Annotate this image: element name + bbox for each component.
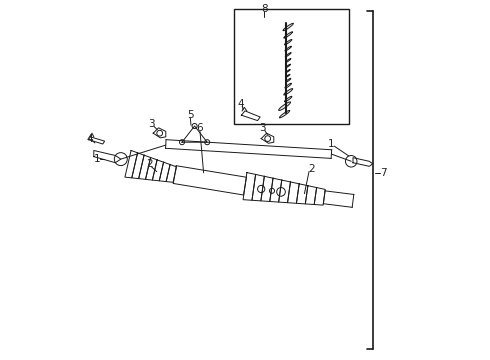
Text: 4: 4 bbox=[86, 134, 93, 144]
Ellipse shape bbox=[286, 64, 291, 68]
Text: 3: 3 bbox=[259, 123, 266, 133]
Ellipse shape bbox=[285, 46, 292, 51]
Text: 2: 2 bbox=[308, 164, 315, 174]
Ellipse shape bbox=[286, 59, 291, 62]
Ellipse shape bbox=[285, 83, 292, 88]
Text: 1: 1 bbox=[328, 139, 335, 149]
Ellipse shape bbox=[284, 32, 293, 38]
Text: 3: 3 bbox=[148, 119, 155, 129]
Bar bbox=[234, 9, 349, 124]
Ellipse shape bbox=[286, 69, 290, 72]
Ellipse shape bbox=[279, 111, 290, 118]
Text: 2: 2 bbox=[147, 159, 153, 169]
Text: 8: 8 bbox=[261, 4, 268, 14]
Ellipse shape bbox=[285, 53, 291, 57]
Text: 6: 6 bbox=[196, 123, 203, 133]
Text: 1: 1 bbox=[94, 154, 101, 164]
Ellipse shape bbox=[285, 40, 292, 45]
Ellipse shape bbox=[283, 23, 294, 31]
Text: 4: 4 bbox=[237, 99, 244, 109]
Ellipse shape bbox=[279, 102, 291, 111]
Ellipse shape bbox=[284, 89, 293, 95]
Text: 7: 7 bbox=[380, 168, 387, 178]
Ellipse shape bbox=[286, 78, 291, 82]
Ellipse shape bbox=[287, 74, 290, 77]
Ellipse shape bbox=[285, 96, 292, 102]
Text: 5: 5 bbox=[187, 110, 194, 120]
